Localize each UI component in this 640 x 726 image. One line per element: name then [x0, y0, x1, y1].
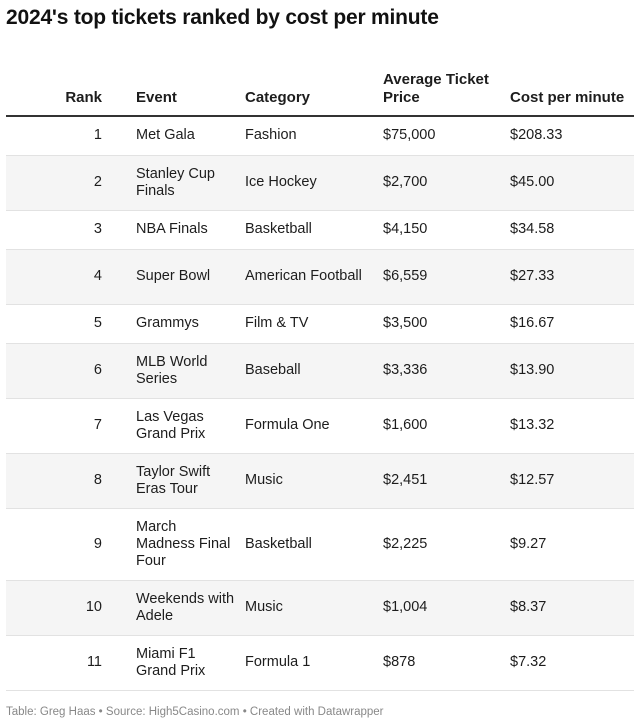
cell-cost-per-minute: $8.37 — [510, 580, 634, 636]
table-row: 5 Grammys Film & TV $3,500 $16.67 — [6, 304, 634, 344]
table-row: 9 March Madness Final Four Basketball $2,22… — [6, 508, 634, 581]
cell-rank: 6 — [6, 343, 108, 399]
table-row: 3 NBA Finals Basketball $4,150 $34.58 — [6, 210, 634, 250]
cell-average-ticket-price: $4,150 — [383, 210, 510, 250]
cell-event: March Madness Final Four — [108, 508, 245, 581]
column-header-average-ticket-price: Average Ticket Price — [383, 56, 510, 117]
cell-cost-per-minute: $208.33 — [510, 116, 634, 156]
cell-average-ticket-price: $3,500 — [383, 304, 510, 344]
cell-rank: 3 — [6, 210, 108, 250]
header-row: Rank Event Category Average Ticket Price… — [6, 56, 634, 117]
cell-average-ticket-price: $6,559 — [383, 249, 510, 305]
footer-credits: Table: Greg Haas • Source: High5Casino.c… — [6, 706, 384, 718]
table-row: 2 Stanley Cup Finals Ice Hockey $2,700 $45.0… — [6, 155, 634, 211]
table-row: 4 Super Bowl American Football $6,559 $27.33 — [6, 249, 634, 305]
cell-event: NBA Finals — [108, 210, 245, 250]
cell-category: Music — [245, 580, 383, 636]
cell-category: Ice Hockey — [245, 155, 383, 211]
cell-cost-per-minute: $13.90 — [510, 343, 634, 399]
cell-event: Weekends with Adele — [108, 580, 245, 636]
cell-event: MLB World Series — [108, 343, 245, 399]
cell-cost-per-minute: $27.33 — [510, 249, 634, 305]
table-row: 11 Miami F1 Grand Prix Formula 1 $878 $7.32 — [6, 635, 634, 691]
cell-average-ticket-price: $1,004 — [383, 580, 510, 636]
cell-rank: 9 — [6, 508, 108, 581]
cell-rank: 10 — [6, 580, 108, 636]
table-row: 1 Met Gala Fashion $75,000 $208.33 — [6, 116, 634, 156]
cell-average-ticket-price: $2,451 — [383, 453, 510, 509]
cell-cost-per-minute: $16.67 — [510, 304, 634, 344]
cell-average-ticket-price: $2,225 — [383, 508, 510, 581]
table-body: 1 Met Gala Fashion $75,000 $208.33 2 Stanley C… — [6, 116, 634, 691]
column-header-cost-per-minute: Cost per minute — [510, 56, 634, 117]
column-header-event: Event — [108, 56, 245, 117]
table-row: 6 MLB World Series Baseball $3,336 $13.90 — [6, 343, 634, 399]
cell-cost-per-minute: $9.27 — [510, 508, 634, 581]
column-header-rank: Rank — [6, 56, 108, 117]
cell-event: Taylor Swift Eras Tour — [108, 453, 245, 509]
table-row: 8 Taylor Swift Eras Tour Music $2,451 $12.57 — [6, 453, 634, 509]
cell-category: Basketball — [245, 210, 383, 250]
cell-rank: 11 — [6, 635, 108, 691]
cell-category: Fashion — [245, 116, 383, 156]
cell-cost-per-minute: $45.00 — [510, 155, 634, 211]
cell-category: Basketball — [245, 508, 383, 581]
cell-cost-per-minute: $7.32 — [510, 635, 634, 691]
cell-category: Music — [245, 453, 383, 509]
cell-event: Met Gala — [108, 116, 245, 156]
cell-cost-per-minute: $34.58 — [510, 210, 634, 250]
cell-rank: 5 — [6, 304, 108, 344]
table-row: 10 Weekends with Adele Music $1,004 $8.37 — [6, 580, 634, 636]
cell-category: American Football — [245, 249, 383, 305]
table-row: 7 Las Vegas Grand Prix Formula One $1,600 $1… — [6, 398, 634, 454]
cell-event: Grammys — [108, 304, 245, 344]
cell-event: Miami F1 Grand Prix — [108, 635, 245, 691]
cell-event: Stanley Cup Finals — [108, 155, 245, 211]
cell-rank: 2 — [6, 155, 108, 211]
cell-cost-per-minute: $13.32 — [510, 398, 634, 454]
cell-average-ticket-price: $75,000 — [383, 116, 510, 156]
cell-rank: 4 — [6, 249, 108, 305]
cell-average-ticket-price: $3,336 — [383, 343, 510, 399]
cell-rank: 8 — [6, 453, 108, 509]
cell-category: Formula One — [245, 398, 383, 454]
cell-event: Las Vegas Grand Prix — [108, 398, 245, 454]
table-header: Rank Event Category Average Ticket Price… — [6, 56, 634, 117]
cell-rank: 7 — [6, 398, 108, 454]
cell-category: Formula 1 — [245, 635, 383, 691]
column-header-category: Category — [245, 56, 383, 117]
cell-event: Super Bowl — [108, 249, 245, 305]
page-title: 2024's top tickets ranked by cost per mi… — [6, 6, 439, 29]
cell-category: Film & TV — [245, 304, 383, 344]
ticket-cost-table: Rank Event Category Average Ticket Price… — [6, 56, 634, 691]
cell-average-ticket-price: $1,600 — [383, 398, 510, 454]
cell-rank: 1 — [6, 116, 108, 156]
cell-average-ticket-price: $878 — [383, 635, 510, 691]
cell-cost-per-minute: $12.57 — [510, 453, 634, 509]
cell-category: Baseball — [245, 343, 383, 399]
cell-average-ticket-price: $2,700 — [383, 155, 510, 211]
